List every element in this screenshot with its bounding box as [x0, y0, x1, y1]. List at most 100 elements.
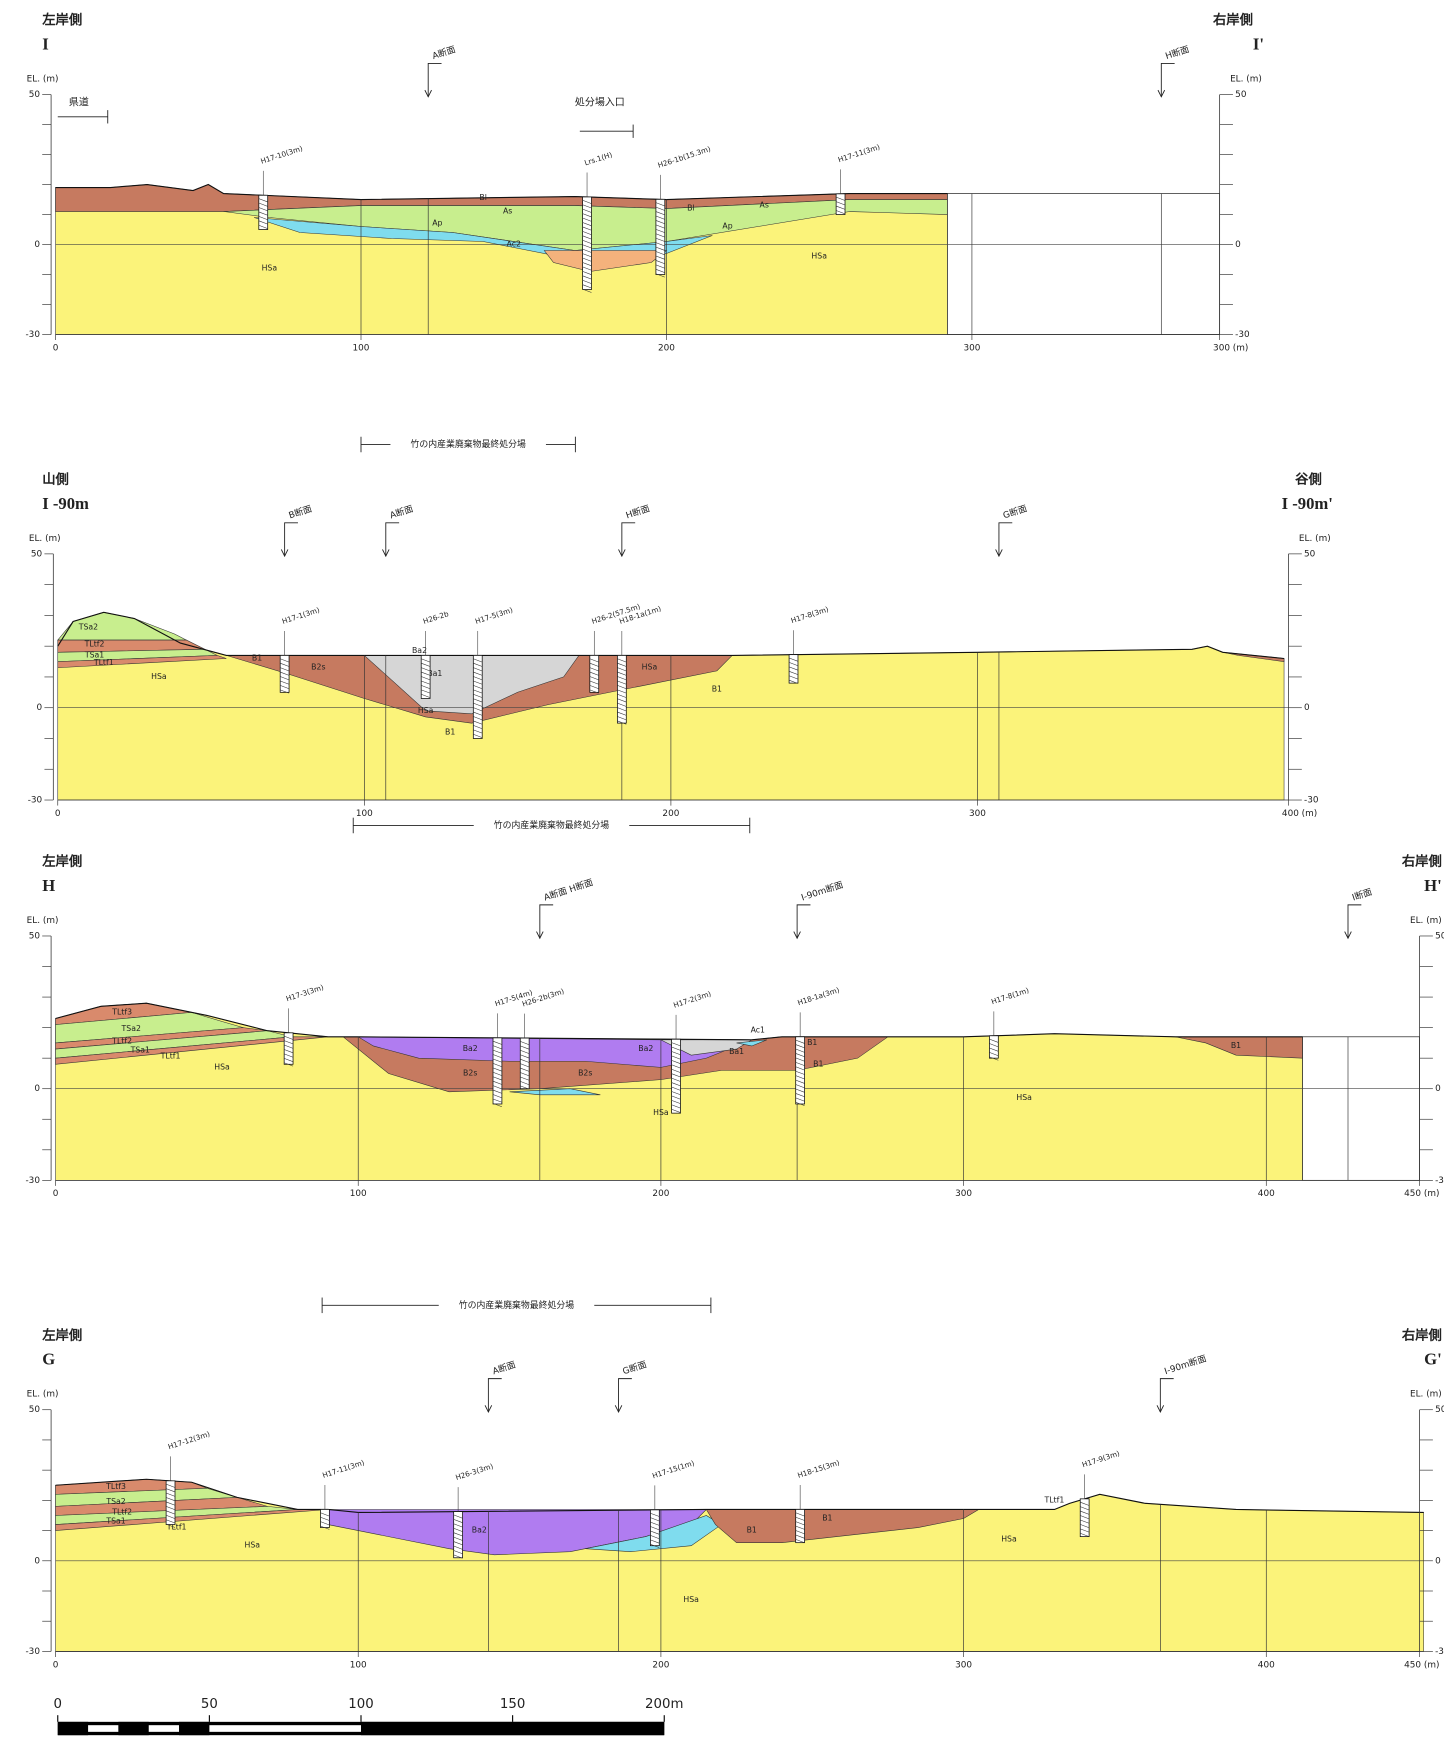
borehole-hatch	[421, 667, 431, 672]
borehole-hatch	[492, 1067, 502, 1072]
site-label-bg	[390, 437, 546, 452]
geology-label: B1	[252, 653, 262, 662]
mark-arrowhead	[1156, 1405, 1165, 1413]
borehole-hatch	[421, 658, 431, 663]
geology-label: TLtf1	[160, 1052, 181, 1061]
borehole-hatch	[421, 694, 431, 698]
borehole-hatch	[617, 662, 627, 667]
borehole	[519, 1037, 530, 1090]
borehole-hatch	[788, 666, 799, 671]
borehole-hatch	[1080, 1501, 1090, 1506]
distance-label: 300	[963, 343, 980, 353]
site-label: 竹の内産業廃棄物最終処分場	[494, 819, 609, 831]
geology-label: TLtf1	[166, 1523, 187, 1532]
el-label: -30	[1235, 330, 1250, 340]
borehole-hatch	[671, 1077, 681, 1082]
distance-label: 100	[350, 1189, 367, 1199]
borehole-hatch	[166, 1497, 176, 1502]
borehole-hatch	[284, 1049, 294, 1054]
side-label: 右岸側	[1402, 853, 1442, 870]
geology-label: HSa	[811, 252, 827, 261]
geology-label: TSa1	[105, 1517, 125, 1526]
borehole-hatch	[582, 217, 592, 222]
borehole-hatch	[473, 676, 483, 681]
geology-label: Ac1	[751, 1026, 765, 1035]
cross-section-mark: I-90m断面	[1163, 1352, 1208, 1377]
geology-label: HSa	[418, 706, 434, 715]
borehole-hatch	[520, 1081, 530, 1085]
borehole-hatch	[617, 671, 627, 676]
side-label: 左岸側	[41, 1326, 82, 1343]
borehole-hatch	[788, 675, 799, 680]
borehole-hatch	[655, 255, 665, 260]
borehole-hatch	[617, 694, 627, 698]
borehole-label: H26-2b	[422, 609, 450, 626]
borehole-hatch	[320, 1516, 330, 1521]
borehole-hatch	[795, 1048, 805, 1053]
borehole-hatch	[671, 1091, 681, 1096]
geology-layer	[543, 250, 668, 272]
geology-label: TSa1	[84, 650, 104, 659]
borehole-hatch	[166, 1514, 176, 1519]
site-label: 竹の内産業廃棄物最終処分場	[411, 438, 526, 450]
geology-label: HSa	[1001, 1535, 1017, 1544]
borehole-label: H17-8(1m)	[990, 986, 1030, 1007]
borehole-hatch	[320, 1521, 330, 1526]
borehole-hatch	[671, 1064, 681, 1069]
el-label: 50	[29, 931, 41, 941]
geology-label: HSa	[683, 1595, 699, 1604]
borehole-hatch	[421, 689, 431, 694]
geology-label: B2s	[311, 663, 325, 672]
borehole-hatch	[655, 224, 665, 229]
borehole-hatch	[655, 220, 665, 225]
el-unit: EL. (m)	[1410, 1390, 1442, 1400]
borehole-hatch	[582, 284, 592, 289]
borehole-hatch	[671, 1082, 681, 1087]
geology-label: Ba1	[427, 669, 442, 678]
geology-label: Ap	[432, 219, 442, 228]
borehole-hatch	[453, 1536, 463, 1541]
borehole-hatch	[258, 211, 268, 216]
geology-label: TSa1	[130, 1046, 150, 1055]
borehole-hatch	[320, 1525, 330, 1530]
borehole-hatch	[473, 667, 483, 672]
borehole-hatch	[795, 1057, 805, 1062]
mark-arrowhead	[484, 1405, 493, 1413]
borehole-hatch	[795, 1088, 805, 1093]
geology-label: HSa	[214, 1062, 230, 1071]
borehole-hatch	[617, 680, 627, 685]
borehole-hatch	[671, 1073, 681, 1078]
note: 県道	[69, 95, 89, 108]
distance-label: 200	[662, 809, 679, 819]
borehole-hatch	[582, 262, 592, 267]
geology-label: Ba2	[638, 1044, 653, 1053]
el-label: 0	[1435, 1084, 1441, 1094]
el-unit: EL. (m)	[27, 1390, 59, 1400]
scale-label: 0	[54, 1697, 62, 1712]
borehole-hatch	[421, 671, 431, 676]
borehole-hatch	[836, 205, 846, 210]
borehole-hatch	[520, 1054, 530, 1059]
borehole-label: H26-3(3m)	[454, 1461, 494, 1482]
borehole-hatch	[589, 662, 599, 667]
geology-label: Bl	[687, 204, 695, 213]
distance-label: 400	[1258, 1660, 1275, 1670]
borehole-hatch	[520, 1076, 530, 1081]
borehole-hatch	[582, 244, 592, 249]
borehole-hatch	[655, 264, 665, 269]
el-unit: EL. (m)	[1410, 916, 1442, 926]
borehole-hatch	[671, 1060, 681, 1064]
borehole-hatch	[655, 251, 665, 256]
borehole-hatch	[671, 1055, 681, 1060]
borehole-hatch	[166, 1523, 176, 1528]
side-label: 右岸側	[1402, 1326, 1442, 1343]
geology-label: HSa	[653, 1108, 669, 1117]
borehole-hatch	[671, 1086, 681, 1091]
borehole-hatch	[989, 1056, 999, 1061]
distance-label: 0	[53, 343, 59, 353]
borehole-hatch	[795, 1097, 805, 1102]
cross-section-mark: G断面	[1001, 502, 1028, 521]
geology-label: B1	[807, 1038, 817, 1047]
distance-label: 0	[53, 1660, 59, 1670]
